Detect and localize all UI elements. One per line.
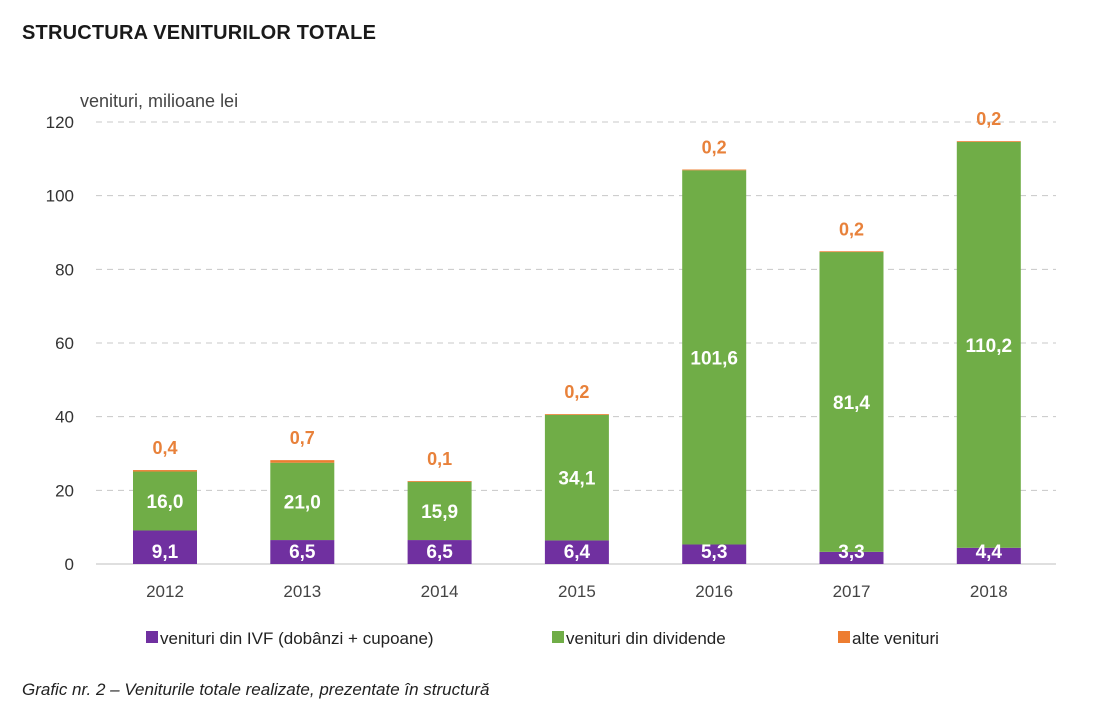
bar-segment-2-2015	[544, 414, 609, 541]
y-tick-label: 20	[55, 481, 74, 500]
data-label-dividende: 110,2	[966, 336, 1013, 357]
bar-segment-2-2014	[407, 481, 472, 541]
bar-segment-1-2016	[682, 544, 747, 564]
legend: venituri din IVF (dobânzi + cupoane) veni…	[146, 629, 939, 648]
x-axis-ticks: 2012 2013 2014 2015 2016 2017 2018	[146, 582, 1008, 601]
data-label-alte: 0,7	[290, 428, 315, 448]
bar-segment-2-2016	[682, 170, 747, 545]
data-label-dividende: 16,0	[147, 492, 184, 513]
x-tick-label: 2012	[146, 582, 184, 601]
y-tick-label: 60	[55, 334, 74, 353]
data-label-alte: 0,2	[564, 382, 589, 402]
data-label-ivf: 9,1	[152, 542, 179, 563]
bar-segment-3-2014	[407, 481, 472, 482]
y-tick-label: 40	[55, 408, 74, 427]
data-label-alte: 0,1	[427, 449, 452, 469]
figure-caption: Grafic nr. 2 – Veniturile totale realiza…	[22, 680, 490, 699]
legend-swatch-2	[552, 631, 564, 643]
bar-segment-2-2017	[819, 252, 884, 552]
bar-segment-3-2017	[819, 251, 884, 253]
y-axis-ticks: 0 20 40 60 80 100 120	[46, 113, 74, 574]
bar-segment-2-2013	[270, 462, 335, 541]
bar-segment-1-2017	[819, 551, 884, 564]
x-tick-label: 2015	[558, 582, 596, 601]
data-label-dividende: 81,4	[833, 393, 870, 414]
legend-swatch-1	[146, 631, 158, 643]
bar-segment-3-2018	[956, 141, 1021, 142]
data-label-dividende: 21,0	[284, 492, 321, 513]
data-label-ivf: 3,3	[838, 542, 864, 563]
y-tick-label: 120	[46, 113, 74, 132]
x-tick-label: 2016	[695, 582, 733, 601]
bar-segment-3-2013	[270, 460, 335, 463]
bar-segment-3-2012	[133, 470, 197, 472]
data-label-alte: 0,4	[152, 438, 177, 458]
legend-swatch-3	[838, 631, 850, 643]
data-label-dividende: 15,9	[421, 502, 458, 523]
x-tick-label: 2018	[970, 582, 1008, 601]
data-label-ivf: 6,5	[289, 542, 316, 563]
data-label-alte: 0,2	[839, 219, 864, 239]
data-label-ivf: 4,4	[976, 542, 1003, 563]
x-tick-label: 2014	[421, 582, 459, 601]
data-label-ivf: 6,4	[564, 542, 591, 563]
y-axis-unit-label: venituri, milioane lei	[80, 91, 238, 111]
y-tick-label: 0	[65, 555, 74, 574]
bar-segment-1-2013	[270, 540, 335, 564]
bar-segment-3-2016	[682, 169, 747, 171]
data-label-dividende: 101,6	[690, 348, 738, 369]
x-tick-label: 2017	[833, 582, 871, 601]
bar-segment-2-2018	[956, 141, 1021, 548]
bar-segment-1-2015	[544, 540, 609, 564]
legend-label-1: venituri din IVF (dobânzi + cupoane)	[160, 629, 434, 648]
y-tick-label: 100	[46, 187, 74, 206]
legend-label-2: venituri din dividende	[566, 629, 726, 648]
bar-segment-2-2012	[133, 471, 197, 531]
bar-segment-1-2012	[133, 530, 197, 564]
chart-title: STRUCTURA VENITURILOR TOTALE	[22, 22, 377, 44]
bar-segment-1-2014	[407, 540, 472, 564]
bar-segment-3-2015	[544, 414, 609, 415]
bars: 9,1 16,0 0,4 6,5 21,0 0,7 6,5 15,9 0,1 6,4 34,1 0,2…	[133, 109, 1021, 564]
data-label-ivf: 5,3	[701, 542, 727, 563]
y-tick-label: 80	[55, 260, 74, 279]
data-label-dividende: 34,1	[558, 469, 595, 490]
x-tick-label: 2013	[283, 582, 321, 601]
bar-segment-1-2018	[956, 547, 1021, 564]
data-label-ivf: 6,5	[426, 542, 453, 563]
data-label-alte: 0,2	[702, 138, 727, 158]
data-label-alte: 0,2	[976, 109, 1001, 129]
legend-label-3: alte venituri	[852, 629, 939, 648]
